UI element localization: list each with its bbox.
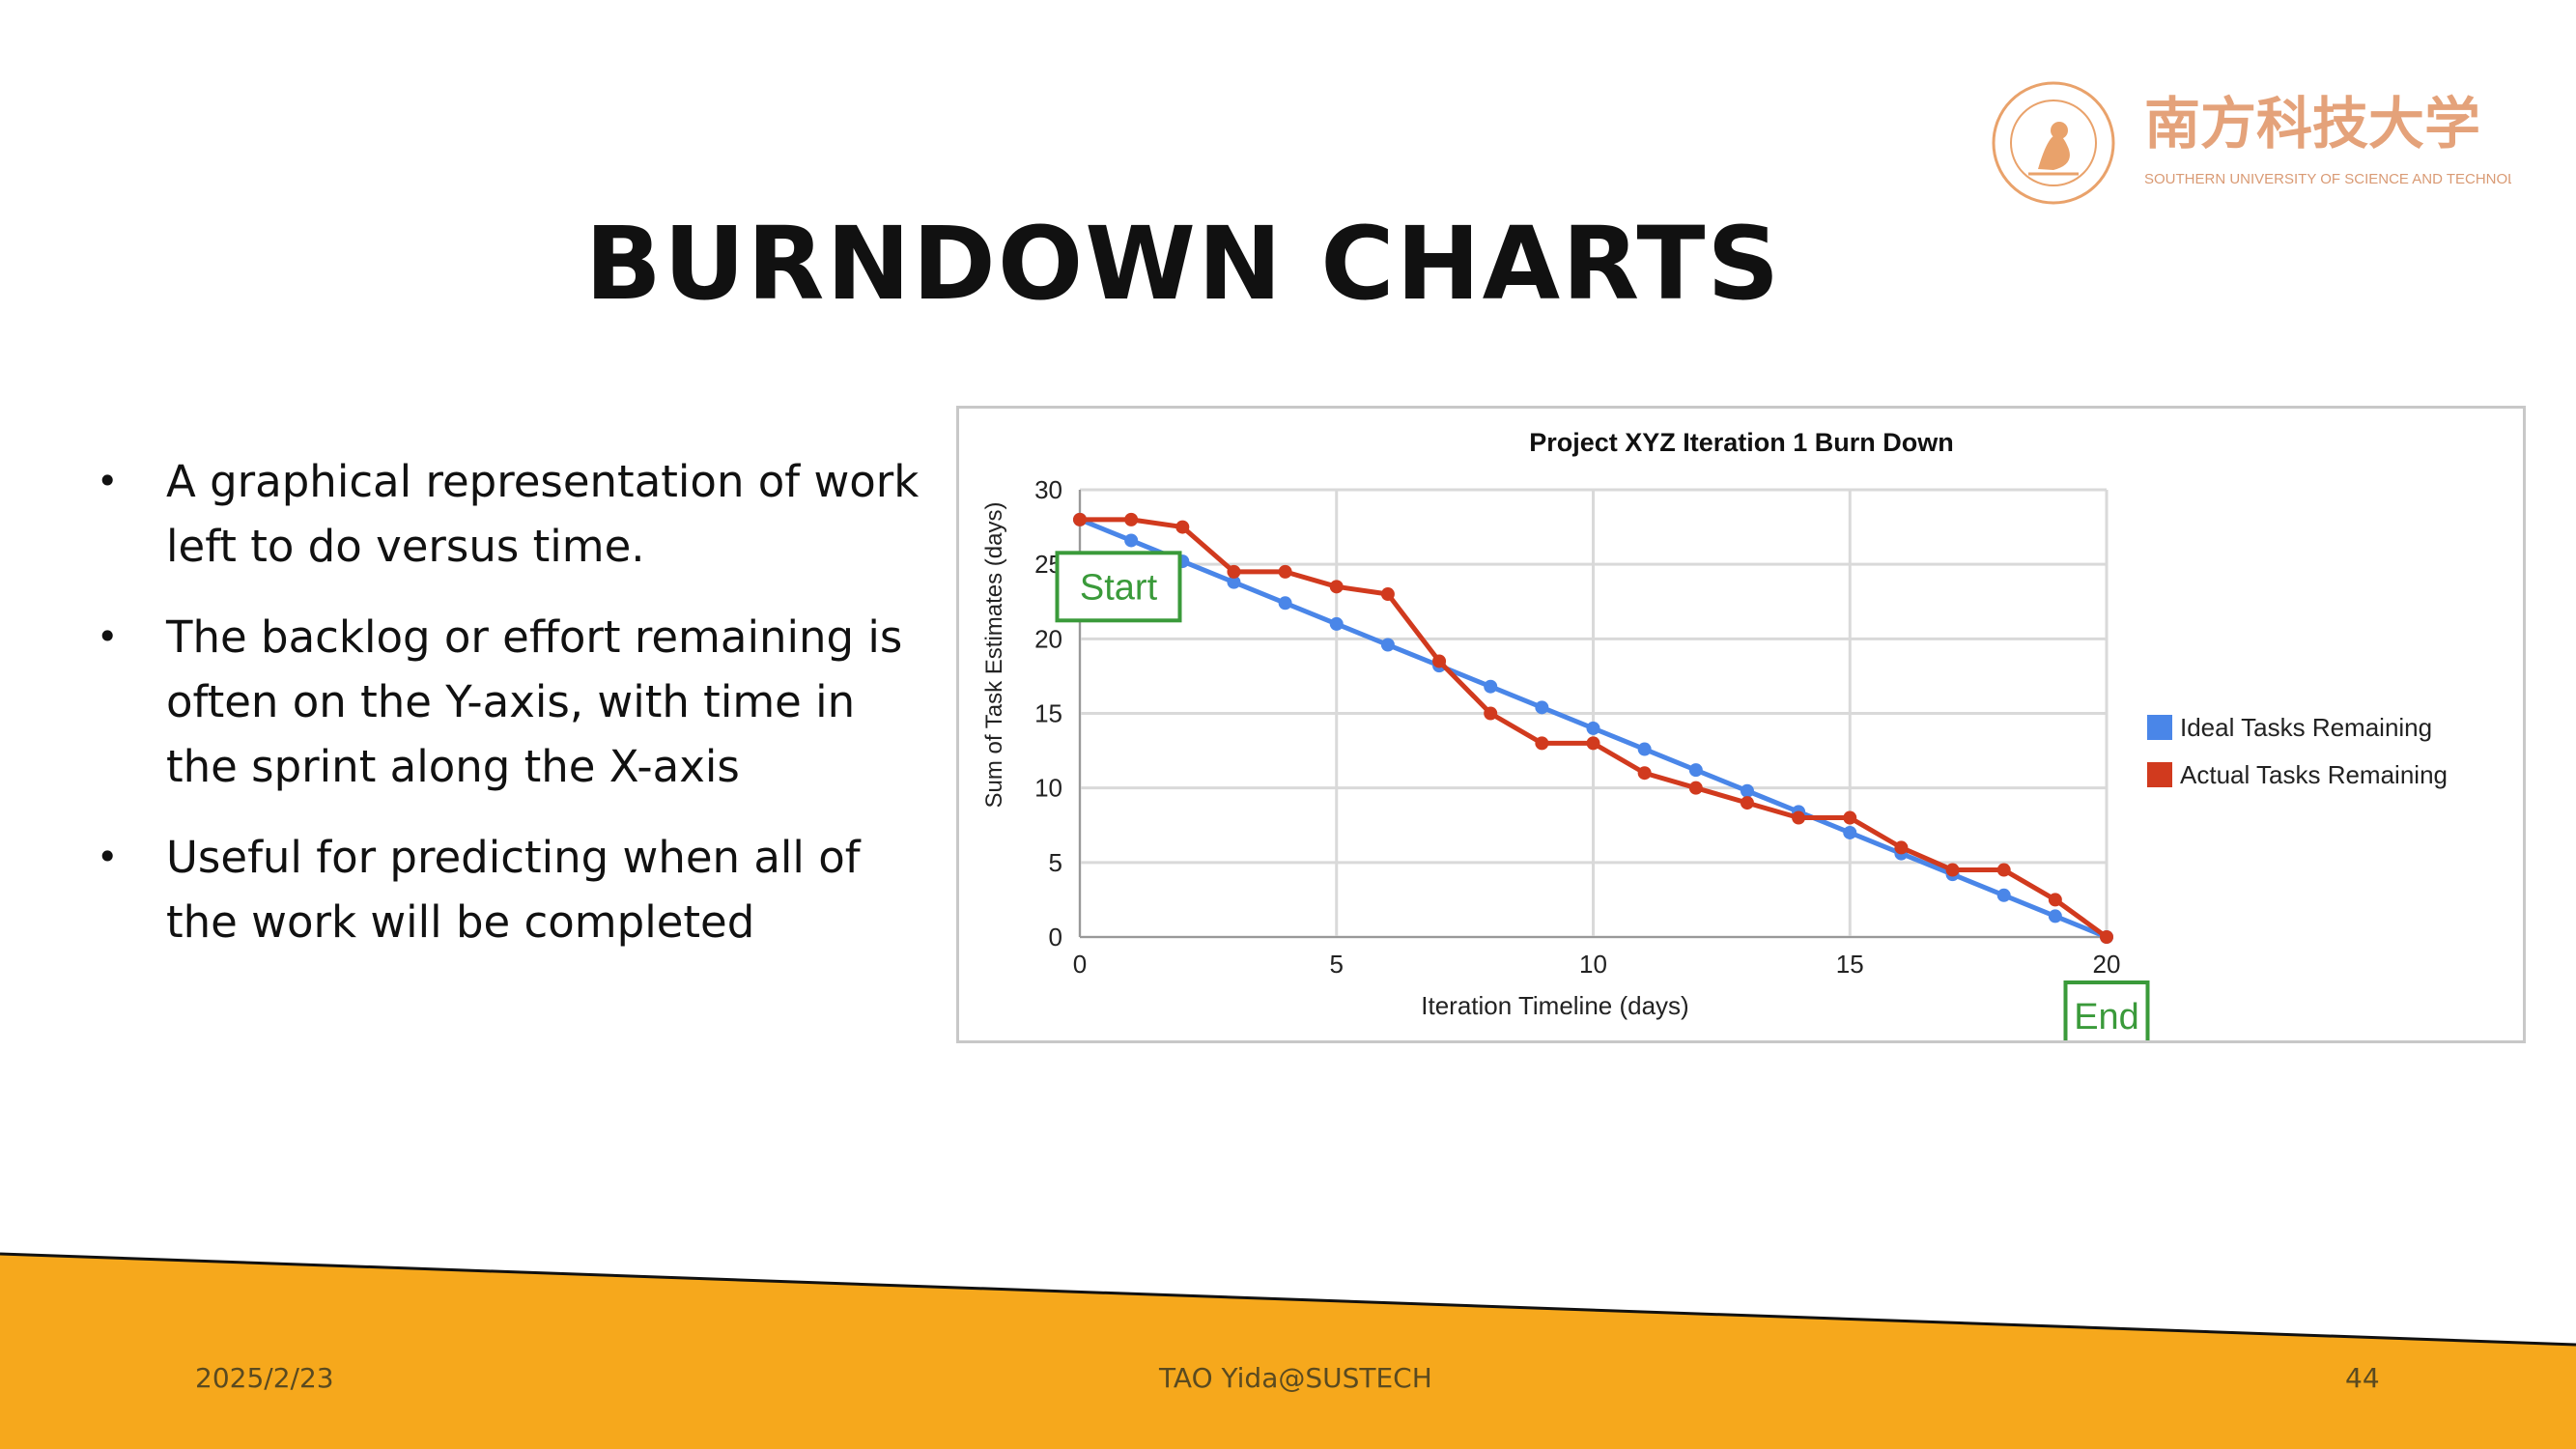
data-point-ideal <box>1380 638 1395 652</box>
bullet-dot-icon: • <box>97 615 119 658</box>
university-name-en: SOUTHERN UNIVERSITY OF SCIENCE AND TECHN… <box>2144 171 2511 187</box>
data-point-actual <box>1484 706 1498 721</box>
annotation-label: End <box>2074 997 2139 1037</box>
chart-title: Project XYZ Iteration 1 Burn Down <box>1529 428 1954 457</box>
data-point-ideal <box>1996 888 2011 902</box>
annotation-box <box>2063 980 2150 1040</box>
footer-date: 2025/2/23 <box>195 1362 334 1394</box>
footer-accent-edge <box>0 1252 2576 1347</box>
data-point-ideal <box>1843 825 1857 839</box>
data-point-actual <box>1535 736 1549 751</box>
data-point-actual <box>1586 736 1600 751</box>
data-point-ideal <box>1637 742 1652 756</box>
footer-accent-shape <box>0 1254 2576 1449</box>
data-point-ideal <box>1227 575 1241 589</box>
data-point-actual <box>1380 587 1395 602</box>
bullet-item: • A graphical representation of work left… <box>97 449 927 579</box>
y-tick-label: 30 <box>1034 475 1062 504</box>
legend-swatch <box>2147 715 2172 740</box>
y-axis-label: Sum of Task Estimates (days) <box>981 502 1007 809</box>
data-point-ideal <box>1688 763 1703 778</box>
chart-legend: Ideal Tasks Remaining Actual Tasks Remain… <box>2147 713 2448 789</box>
chart-callouts: Start End <box>1055 551 2150 1040</box>
data-point-actual <box>1227 564 1241 579</box>
data-point-actual <box>1792 810 1806 825</box>
chart-canvas: Project XYZ Iteration 1 Burn Down Iterat… <box>981 428 2448 1040</box>
bullet-list: • A graphical representation of work left… <box>97 449 927 980</box>
legend-swatch <box>2147 762 2172 787</box>
data-point-actual <box>1637 766 1652 781</box>
x-tick-label: 0 <box>1073 950 1087 979</box>
burndown-chart: Project XYZ Iteration 1 Burn Down Iterat… <box>956 406 2526 1043</box>
x-tick-label: 20 <box>2093 950 2121 979</box>
y-tick-label: 15 <box>1034 699 1062 728</box>
data-point-ideal <box>1124 533 1139 548</box>
data-point-ideal <box>1329 616 1344 631</box>
data-point-actual <box>1124 512 1139 526</box>
x-tick-label: 5 <box>1330 950 1344 979</box>
data-point-actual <box>1740 796 1754 810</box>
data-point-actual <box>1996 863 2011 877</box>
bullet-item: • Useful for predicting when all of the w… <box>97 825 927 954</box>
x-axis-label: Iteration Timeline (days) <box>1421 991 1688 1020</box>
footer-author: TAO Yida@SUSTECH <box>1159 1362 1432 1394</box>
x-tick-label: 15 <box>1836 950 1864 979</box>
data-point-ideal <box>2048 909 2062 923</box>
university-logo: 南方科技大学 SOUTHERN UNIVERSITY OF SCIENCE AN… <box>1992 81 2511 205</box>
bullet-dot-icon: • <box>97 836 119 878</box>
data-point-ideal <box>1535 700 1549 715</box>
legend-label: Actual Tasks Remaining <box>2180 760 2448 789</box>
data-point-actual <box>2048 893 2062 907</box>
page-number: 44 <box>2345 1362 2380 1394</box>
university-seal-icon <box>1992 81 2115 205</box>
data-point-actual <box>1688 781 1703 795</box>
y-tick-label: 10 <box>1034 774 1062 803</box>
data-point-ideal <box>1586 721 1600 735</box>
bullet-text: Useful for predicting when all of the wo… <box>166 832 861 948</box>
bullet-item: • The backlog or effort remaining is ofte… <box>97 605 927 799</box>
university-name-cn: 南方科技大学 <box>2144 91 2480 156</box>
bullet-dot-icon: • <box>97 460 119 502</box>
y-tick-label: 5 <box>1049 848 1062 877</box>
annotation-box <box>1055 551 1182 623</box>
y-tick-label: 0 <box>1049 923 1062 952</box>
data-point-ideal <box>1484 679 1498 694</box>
data-point-actual <box>1175 520 1190 534</box>
bullet-text: The backlog or effort remaining is often… <box>166 611 903 792</box>
y-tick-label: 20 <box>1034 624 1062 653</box>
data-point-actual <box>1432 654 1447 668</box>
data-point-ideal <box>1278 596 1292 611</box>
data-point-actual <box>1073 512 1087 526</box>
annotation-label: Start <box>1080 567 1158 608</box>
data-point-actual <box>1278 564 1292 579</box>
page-title: BURNDOWN CHARTS <box>584 205 1782 323</box>
data-point-actual <box>2100 930 2113 944</box>
data-point-actual <box>1843 810 1857 825</box>
chart-series <box>1073 512 2113 944</box>
legend-label: Ideal Tasks Remaining <box>2180 713 2432 742</box>
data-point-actual <box>1894 840 1909 855</box>
data-point-ideal <box>1740 783 1754 798</box>
data-point-actual <box>1329 580 1344 594</box>
bullet-text: A graphical representation of work left … <box>166 456 920 572</box>
x-tick-label: 10 <box>1579 950 1607 979</box>
data-point-actual <box>1945 863 1960 877</box>
